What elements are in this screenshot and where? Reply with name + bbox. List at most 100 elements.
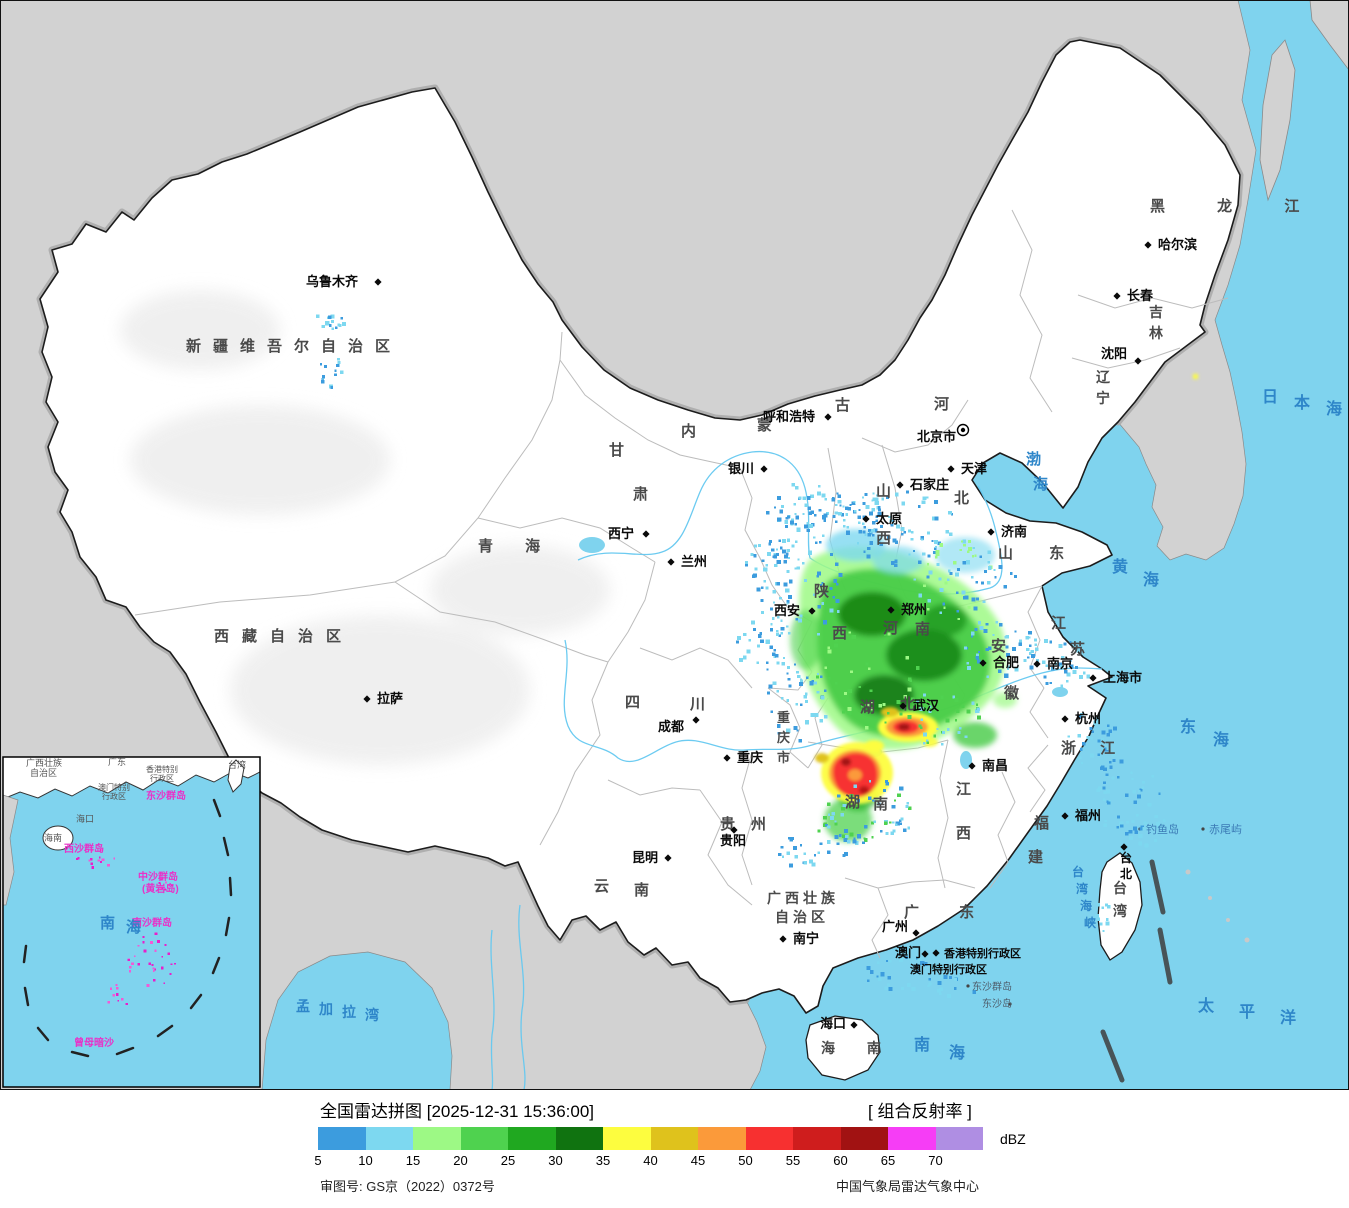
legend-tick: 30 <box>548 1153 563 1168</box>
radar-echo-pixel <box>939 587 944 592</box>
taiwan-island <box>1097 852 1143 961</box>
radar-echo-pixel <box>934 964 938 968</box>
radar-echo-pixel <box>152 970 155 972</box>
radar-echo-pixel <box>911 986 916 991</box>
radar-echo-pixel <box>852 501 856 504</box>
province-label: 苏 <box>1070 640 1085 658</box>
radar-echo-pixel <box>892 538 897 543</box>
radar-echo-pixel <box>817 851 821 855</box>
radar-echo-pixel <box>823 519 827 522</box>
radar-echo-pixel <box>911 697 915 701</box>
radar-echo-pixel <box>974 554 977 557</box>
radar-echo-pixel <box>843 838 848 842</box>
province-label: 辽宁 <box>1096 369 1111 406</box>
radar-echo-pixel <box>987 566 992 570</box>
radar-echo-pixel <box>899 819 902 823</box>
radar-echo-pixel <box>811 679 814 682</box>
radar-echo-pixel <box>813 536 816 539</box>
radar-echo-pixel <box>884 633 887 636</box>
radar-echo-pixel <box>1018 642 1022 646</box>
radar-echo-pixel <box>774 563 778 567</box>
radar-echo-pixel <box>956 610 959 613</box>
inset-label: 行政区 <box>102 791 126 801</box>
radar-echo-pixel <box>107 1000 110 1004</box>
radar-echo-pixel <box>1101 906 1104 910</box>
south-china-sea-inset <box>2 756 261 1088</box>
city-label: 西安 <box>774 603 800 618</box>
city-label: 沈阳 <box>1101 346 1127 361</box>
radar-echo-pixel <box>831 498 836 502</box>
radar-echo-pixel <box>887 976 891 980</box>
radar-echo-pixel <box>1142 827 1146 830</box>
radar-echo-pixel <box>871 821 874 825</box>
legend-tick: 35 <box>595 1153 611 1168</box>
radar-echo-pixel <box>1101 730 1106 735</box>
china-radar-map: 新疆维吾尔自治区 西藏自治区青 海甘肃内蒙古四川云南贵州重庆市湖北湖南河南山西河北… <box>0 0 1349 1091</box>
radar-echo-pixel <box>836 842 840 846</box>
radar-echo-pixel <box>1116 825 1119 829</box>
radar-echo-pixel <box>1128 835 1133 840</box>
province-label: 河 <box>934 395 949 413</box>
radar-echo-pixel <box>819 584 823 587</box>
radar-echo-pixel <box>948 532 953 537</box>
legend-swatch <box>365 1127 413 1150</box>
radar-echo-pixel <box>174 962 176 965</box>
boundary-dashes <box>1100 859 1173 1083</box>
province-label: 吉林 <box>1149 304 1163 341</box>
radar-echo-pixel <box>1089 726 1093 731</box>
city-marker-icon <box>642 530 650 538</box>
radar-echo-pixel <box>905 656 909 660</box>
radar-echo-pixel <box>1006 653 1010 657</box>
radar-echo-pixel <box>898 958 903 963</box>
radar-echo-pixel <box>782 656 786 659</box>
city-label: 昆明 <box>632 850 658 865</box>
radar-echo-pixel <box>994 576 997 579</box>
city-label: 南昌 <box>982 758 1008 773</box>
radar-echo-pixel <box>816 675 819 679</box>
radar-echo-pixel <box>907 529 912 533</box>
radar-echo-pixel <box>880 524 883 528</box>
city-label: 北京市 <box>917 429 956 444</box>
radar-echo-pixel <box>824 715 828 719</box>
radar-echo-pixel <box>935 552 940 556</box>
radar-echo-pixel <box>798 739 802 743</box>
radar-echo-pixel <box>835 598 840 603</box>
legend-tick: 45 <box>690 1153 706 1168</box>
radar-echo-pixel <box>766 668 769 671</box>
radar-echo-pixel <box>804 699 808 703</box>
legend-tick: 5 <box>314 1153 322 1168</box>
legend-tick: 65 <box>880 1153 896 1168</box>
radar-echo-pixel <box>776 724 781 728</box>
radar-echo-pixel <box>920 536 925 540</box>
radar-echo-pixel <box>927 554 931 558</box>
legend-swatch <box>840 1127 888 1150</box>
radar-echo-pixel <box>843 852 849 857</box>
radar-echo-pixel <box>1005 634 1010 639</box>
radar-echo-pixel <box>1138 833 1143 838</box>
radar-echo-pixel <box>1028 636 1031 639</box>
radar-echo-pixel <box>129 966 132 969</box>
radar-echo-pixel <box>154 968 157 971</box>
radar-echo-pixel <box>985 622 989 626</box>
radar-echo-pixel <box>146 984 150 987</box>
radar-echo-pixel <box>1011 646 1016 651</box>
radar-echo-pixel <box>768 540 772 543</box>
radar-echo-pixel <box>922 552 926 556</box>
radar-echo-pixel <box>976 703 979 706</box>
radar-echo-pixel <box>971 597 976 602</box>
radar-echo-pixel <box>863 550 866 553</box>
radar-echo-pixel <box>1147 802 1152 807</box>
radar-echo-pixel <box>834 822 838 826</box>
radar-echo-pixel <box>852 805 855 809</box>
radar-echo-pixel <box>826 840 831 844</box>
radar-echo-pixel <box>919 706 924 711</box>
radar-echo-pixel <box>795 515 800 520</box>
city-marker-icon <box>723 754 731 762</box>
radar-echo-pixel <box>940 695 944 699</box>
radar-echo-pixel <box>863 837 866 840</box>
radar-echo-pixel <box>847 507 851 511</box>
radar-echo-pixel <box>971 576 974 579</box>
radar-echo-pixel <box>847 711 852 715</box>
radar-echo-pixel <box>336 363 340 368</box>
radar-echo-pixel <box>884 986 889 990</box>
